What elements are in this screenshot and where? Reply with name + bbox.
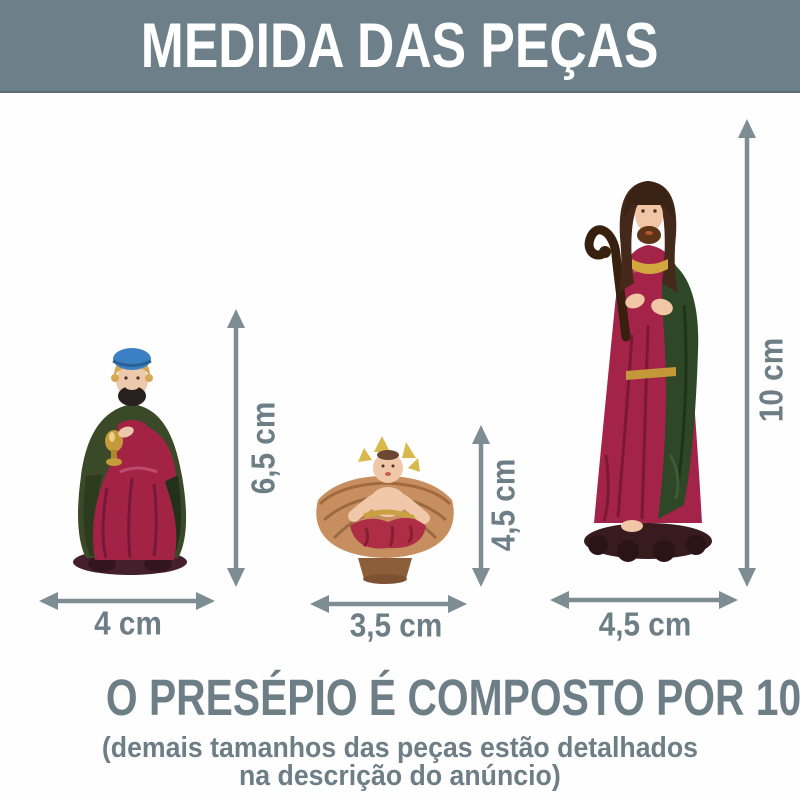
wise-man-height-arrow-icon <box>227 309 245 587</box>
joseph-shepherd-crook <box>584 225 631 342</box>
joseph-figurine-illustration <box>584 181 712 562</box>
baby-jesus-width-arrow-icon <box>310 595 467 613</box>
baby-hair <box>377 450 399 460</box>
joseph-gold-collar <box>632 259 668 274</box>
banner-title: MEDIDA DAS PEÇAS <box>141 10 659 81</box>
wise-man-height-label: 6,5 cm <box>244 401 282 495</box>
joseph-hair <box>618 181 678 293</box>
baby-gold-sash <box>363 509 415 521</box>
footer-note-line2: na descrição do anúncio) <box>239 760 561 792</box>
baby-jesus-height-label: 4,5 cm <box>484 458 522 552</box>
baby-body <box>348 450 430 524</box>
wise-man-robe <box>92 420 177 560</box>
banner: MEDIDA DAS PEÇAS <box>0 0 800 93</box>
joseph-foot <box>621 520 643 532</box>
joseph-width-label: 4,5 cm <box>598 605 692 643</box>
wise-man-head <box>111 348 153 406</box>
baby-red-cloth <box>350 517 426 549</box>
footer-heading-text: O PRESÉPIO É COMPOSTO POR 10 PEÇAS <box>105 669 800 726</box>
baby-jesus-width-label: 3,5 cm <box>349 606 443 644</box>
wise-man-beard <box>118 386 146 406</box>
joseph-head <box>618 181 678 293</box>
baby-halo-rays <box>358 436 420 472</box>
wise-man-figurine-illustration <box>73 348 187 575</box>
joseph-base <box>584 523 712 562</box>
footer-note-line1: (demais tamanhos das peças estão detalha… <box>101 732 699 764</box>
baby-jesus-height-arrow-icon <box>472 425 490 587</box>
joseph-belt <box>626 367 676 380</box>
joseph-width-arrow-icon <box>550 591 738 609</box>
joseph-height-label: 10 cm <box>752 337 790 423</box>
joseph-height-arrow-icon <box>738 119 756 587</box>
wise-man-gift-chalice <box>105 426 134 466</box>
joseph-hands <box>625 293 673 316</box>
wise-man-hand <box>118 426 134 438</box>
footer-heading: O PRESÉPIO É COMPOSTO POR 10 PEÇAS <box>0 672 800 723</box>
baby-head <box>373 453 403 483</box>
baby-jesus-figurine-illustration <box>316 436 454 584</box>
joseph-green-cloak <box>658 259 699 519</box>
wise-man-width-label: 4 cm <box>94 604 162 642</box>
wise-man-width-arrow-icon <box>39 592 215 610</box>
